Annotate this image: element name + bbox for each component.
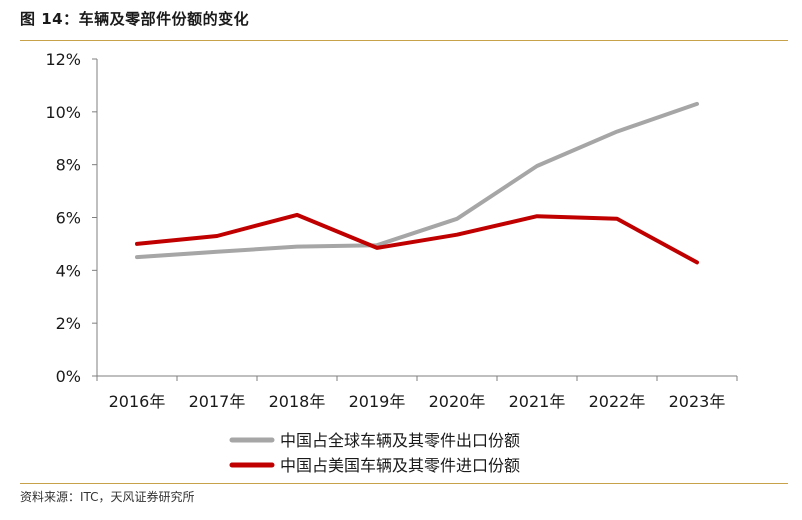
- series-line-2: [135, 212, 699, 265]
- title-rule: [20, 40, 788, 41]
- y-tick-label: 2%: [56, 314, 81, 333]
- x-tick-label: 2020年: [429, 392, 486, 411]
- x-tick-label: 2023年: [669, 392, 726, 411]
- line-chart: 0% 2% 4% 6% 8% 10% 12% 2016年 2017年 2018年 2019年 2020…: [45, 50, 738, 475]
- legend-label-1: 中国占全球车辆及其零件出口份额: [280, 431, 520, 450]
- y-tick-label: 10%: [45, 103, 81, 122]
- x-tick-label: 2019年: [349, 392, 406, 411]
- x-tick-label: 2016年: [109, 392, 166, 411]
- y-tick-label: 8%: [56, 156, 81, 175]
- series-line-1: [135, 101, 699, 260]
- y-tick-label: 4%: [56, 261, 81, 280]
- x-tick-label: 2022年: [589, 392, 646, 411]
- y-tick-label: 6%: [56, 209, 81, 228]
- y-tick-label: 0%: [56, 367, 81, 386]
- x-tick-label: 2017年: [189, 392, 246, 411]
- x-tick-label: 2018年: [269, 392, 326, 411]
- legend-label-2: 中国占美国车辆及其零件进口份额: [280, 456, 520, 475]
- figure-title: 图 14：车辆及零部件份额的变化: [20, 10, 250, 28]
- footer-rule: [20, 483, 788, 484]
- x-tick-label: 2021年: [509, 392, 566, 411]
- source-note: 资料来源：ITC，天风证券研究所: [20, 490, 195, 504]
- y-tick-label: 12%: [45, 50, 81, 69]
